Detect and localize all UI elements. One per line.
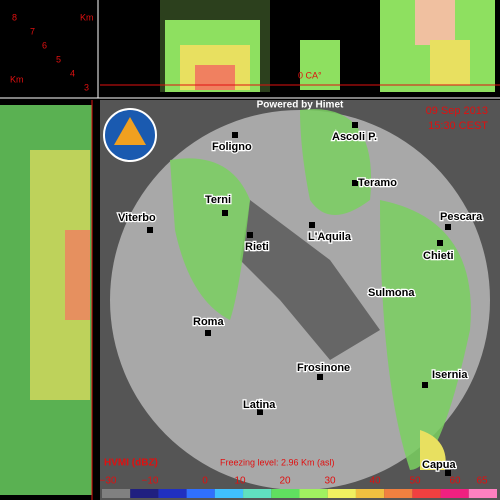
height-label: 8 [12, 12, 17, 22]
freezing-level: Freezing level: 2.96 Km (asl) [220, 457, 335, 467]
legend-swatch [186, 489, 215, 498]
legend-label: −10 [142, 476, 159, 487]
legend-swatch [355, 489, 385, 498]
city-marker [372, 290, 378, 296]
city-label: Roma [193, 316, 224, 328]
city-marker [352, 122, 358, 128]
freezing-mark: 0 CA° [298, 70, 322, 80]
city-marker [257, 409, 263, 415]
legend-label: −30 [100, 476, 117, 487]
city-label: Ascoli P. [332, 131, 377, 143]
city-label: Isernia [432, 369, 468, 381]
city-label: Viterbo [118, 212, 156, 224]
legend-label: 40 [369, 476, 381, 487]
time: 15:30 CEST [428, 120, 488, 132]
city-marker [147, 227, 153, 233]
height-label: 4 [70, 68, 75, 78]
city-label: Chieti [423, 250, 454, 262]
city-marker [445, 224, 451, 230]
city-label: Rieti [245, 241, 269, 253]
height-label: 3 [84, 82, 89, 92]
legend: −30 −10 0 10 20 30 40 50 60 65 [100, 476, 497, 498]
side-unit: Km [10, 74, 24, 84]
city-label: Pescara [440, 211, 483, 223]
city-marker [205, 330, 211, 336]
city-label: Latina [243, 399, 276, 411]
legend-swatch [299, 489, 328, 498]
city-label: Teramo [358, 177, 397, 189]
legend-swatch [130, 489, 159, 498]
height-label: 7 [30, 26, 35, 36]
legend-swatch [214, 489, 244, 498]
city-marker [437, 240, 443, 246]
legend-swatch [243, 489, 272, 498]
legend-swatch [384, 489, 413, 498]
legend-swatch [412, 489, 441, 498]
height-label: 5 [56, 54, 61, 64]
legend-swatch [158, 489, 187, 498]
map [100, 100, 500, 500]
city-marker [309, 222, 315, 228]
city-marker [222, 210, 228, 216]
legend-label: 20 [279, 476, 291, 487]
legend-label: 50 [409, 476, 421, 487]
unit: Km [80, 12, 94, 22]
city-layer: Foligno Ascoli P. Teramo Terni Viterbo Rieti L… [117, 122, 484, 476]
legend-swatch [440, 489, 469, 498]
legend-title: HVMI (dBZ) [104, 458, 158, 469]
city-marker [232, 132, 238, 138]
city-label: Sulmona [368, 287, 415, 299]
legend-swatch [271, 489, 300, 498]
legend-swatch [327, 489, 356, 498]
legend-label: 0 [202, 476, 208, 487]
city-label: Foligno [212, 141, 252, 153]
top-profile [0, 0, 500, 99]
legend-label: 10 [234, 476, 246, 487]
city-marker [317, 374, 323, 380]
legend-label: 30 [324, 476, 336, 487]
legend-label: 65 [476, 476, 488, 487]
height-label: 6 [42, 40, 47, 50]
city-label: Capua [422, 459, 457, 471]
city-label: Frosinone [297, 362, 350, 374]
city-marker [422, 382, 428, 388]
legend-label: 60 [449, 476, 461, 487]
powered-by: Powered by Himet [257, 100, 344, 111]
city-label: Terni [205, 194, 231, 206]
city-marker [352, 180, 358, 186]
legend-swatch [468, 489, 497, 498]
left-profile [0, 100, 93, 500]
date: 09 Sep 2013 [426, 105, 488, 117]
city-label: L'Aquila [308, 231, 352, 243]
city-marker [247, 232, 253, 238]
legend-swatch [102, 489, 131, 498]
city-marker [445, 470, 451, 476]
